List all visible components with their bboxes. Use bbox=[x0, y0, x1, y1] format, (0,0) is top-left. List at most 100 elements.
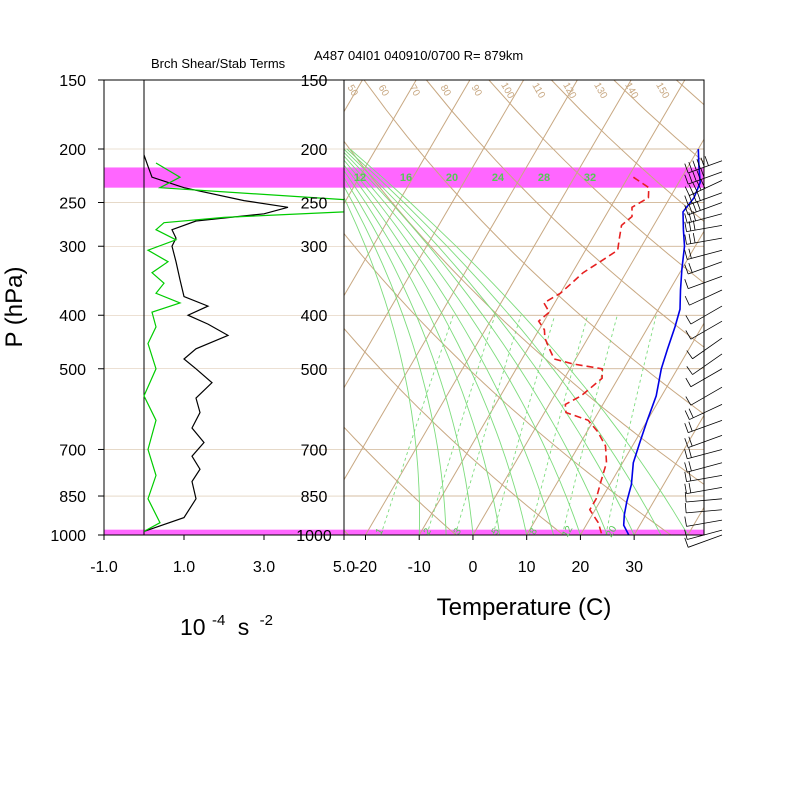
wind-barb-staff-620 bbox=[688, 419, 723, 434]
theta-label-110: 110 bbox=[529, 81, 547, 101]
mixing-ratio-12 bbox=[561, 315, 618, 535]
mixing-ratio-2 bbox=[426, 315, 496, 535]
dry-adiabat-230 bbox=[0, 80, 252, 547]
wind-barb-flag-275-1 bbox=[688, 220, 692, 231]
wind-barb-228 bbox=[684, 179, 723, 196]
skewt-ytick-label-700: 700 bbox=[301, 442, 328, 459]
skewt-xtick-label--20: -20 bbox=[354, 559, 377, 576]
skewt-ytick-label-300: 300 bbox=[301, 239, 328, 256]
wind-barb-flag-410-0 bbox=[685, 330, 692, 340]
wind-barb-500 bbox=[685, 368, 723, 388]
wind-barb-900 bbox=[684, 502, 723, 514]
skewt-xtick-label-20: 20 bbox=[572, 559, 590, 576]
wind-barb-flag-275-0 bbox=[684, 221, 687, 232]
mixing-ratio-5 bbox=[492, 315, 556, 535]
wind-barb-staff-410 bbox=[690, 320, 723, 340]
wind-barb-flag-500-0 bbox=[685, 377, 692, 387]
wind-barb-980 bbox=[684, 529, 723, 540]
wind-barb-staff-305 bbox=[687, 249, 723, 260]
skewt-panel-frame bbox=[343, 79, 705, 536]
wind-barb-flag-210-4 bbox=[700, 157, 705, 168]
dry-adiabat-350 bbox=[363, 80, 704, 415]
wind-barb-flag-250-2 bbox=[692, 202, 697, 213]
isotherm--60 bbox=[344, 80, 417, 205]
wind-barb-flag-440-0 bbox=[686, 350, 693, 359]
isotherm-20 bbox=[579, 322, 704, 535]
theta-label-70: 70 bbox=[407, 83, 422, 99]
isotherm-labels: 50 60 70 80 90 100 110 120 130 140 150 bbox=[345, 81, 672, 101]
skewt-ytick-label-150: 150 bbox=[301, 73, 328, 90]
moist-adiabat-35 bbox=[346, 148, 662, 535]
wind-barb-740 bbox=[684, 461, 723, 473]
wind-barb-flag-740-1 bbox=[688, 461, 692, 472]
wind-barb-staff-320 bbox=[688, 261, 723, 275]
wind-barb-700 bbox=[684, 447, 723, 460]
highlight-band-1 bbox=[104, 529, 704, 535]
wind-barb-staff-980 bbox=[687, 529, 723, 540]
dry-adiabat-330 bbox=[344, 140, 704, 485]
skewt-ytick-label-500: 500 bbox=[301, 362, 328, 379]
mixing-ratio-top-label-24: 24 bbox=[492, 172, 505, 184]
left-ytick-label-150: 150 bbox=[59, 73, 86, 90]
wind-barb-flag-220-0 bbox=[684, 174, 689, 185]
moist-adiabat--10 bbox=[344, 196, 420, 535]
wind-barb-220 bbox=[684, 168, 723, 185]
theta-label-50: 50 bbox=[345, 83, 360, 99]
wind-barb-staff-740 bbox=[687, 462, 723, 473]
wind-barb-820 bbox=[684, 482, 723, 495]
moist-adiabat--5 bbox=[344, 185, 447, 535]
wind-barb-staff-500 bbox=[690, 368, 723, 388]
wind-barb-flag-210-5 bbox=[704, 156, 709, 166]
wind-barb-flag-860-0 bbox=[684, 491, 687, 502]
theta-label-60: 60 bbox=[376, 83, 391, 99]
wind-barb-staff-940 bbox=[686, 519, 723, 527]
skewt-xtick-label-30: 30 bbox=[625, 559, 643, 576]
mixing-ratio-1 bbox=[380, 315, 454, 535]
wind-barb-staff-360 bbox=[689, 289, 723, 306]
skewt-x-ticks: -20 -10 0 10 20 30 bbox=[354, 535, 643, 576]
moist-adiabat-20 bbox=[344, 155, 581, 535]
wind-barb-470 bbox=[686, 353, 723, 375]
wind-barb-flag-305-0 bbox=[684, 249, 688, 260]
wind-barb-flag-262-1 bbox=[688, 212, 692, 223]
isotherm--100 bbox=[0, 80, 201, 535]
skewt-series-line-1 bbox=[537, 176, 650, 535]
wind-barb-240 bbox=[684, 191, 723, 206]
wind-barb-flag-220-1 bbox=[688, 173, 693, 183]
isotherm--90 bbox=[0, 80, 255, 535]
skewt-ytick-label-850: 850 bbox=[301, 489, 328, 506]
units-base: 10 bbox=[180, 614, 206, 640]
wind-barb-flag-580-1 bbox=[688, 408, 694, 418]
shear-stability-panel: -1.0 1.0 3.0 5.0 150 200 250 300 400 500 700 850 10… bbox=[50, 73, 355, 576]
units-symbol: s bbox=[238, 614, 250, 640]
skewt-xtick-label--10: -10 bbox=[408, 559, 431, 576]
left-xtick-label-1.0: 1.0 bbox=[173, 559, 195, 576]
wind-barb-flag-470-0 bbox=[686, 366, 693, 375]
dry-adiabat-470 bbox=[739, 80, 800, 547]
wind-barb-flag-290-1 bbox=[688, 233, 692, 244]
skewt-xtick-label-0: 0 bbox=[469, 559, 478, 576]
wind-barb-staff-700 bbox=[687, 449, 723, 460]
wind-barb-flag-250-1 bbox=[688, 203, 693, 214]
wind-barb-flag-1000-0 bbox=[684, 537, 689, 548]
isotherm--50 bbox=[344, 80, 471, 297]
theta-label-140: 140 bbox=[622, 81, 640, 101]
isotherm-30 bbox=[633, 414, 704, 535]
wind-barb-flag-820-0 bbox=[684, 483, 687, 494]
wind-barb-flag-228-2 bbox=[692, 182, 698, 193]
skewt-ytick-label-250: 250 bbox=[301, 196, 328, 213]
left-ytick-label-200: 200 bbox=[59, 142, 86, 159]
wind-barb-flag-220-3 bbox=[696, 170, 701, 180]
dry-adiabat-370 bbox=[426, 80, 704, 348]
wind-barb-staff-780 bbox=[686, 475, 723, 483]
wind-barb-flag-620-0 bbox=[684, 423, 689, 433]
wind-barb-staff-1000 bbox=[688, 534, 723, 548]
dry-adiabat-270 bbox=[344, 426, 457, 535]
wind-barb-staff-228 bbox=[689, 180, 723, 196]
wind-barb-staff-262 bbox=[687, 213, 723, 224]
mixing-ratio-bottom-label-3: 3 bbox=[452, 526, 465, 537]
wind-barb-flag-262-2 bbox=[692, 211, 696, 221]
mixing-ratio-bottom-label-20: 20 bbox=[604, 524, 619, 540]
highlight-band-0 bbox=[104, 167, 704, 188]
